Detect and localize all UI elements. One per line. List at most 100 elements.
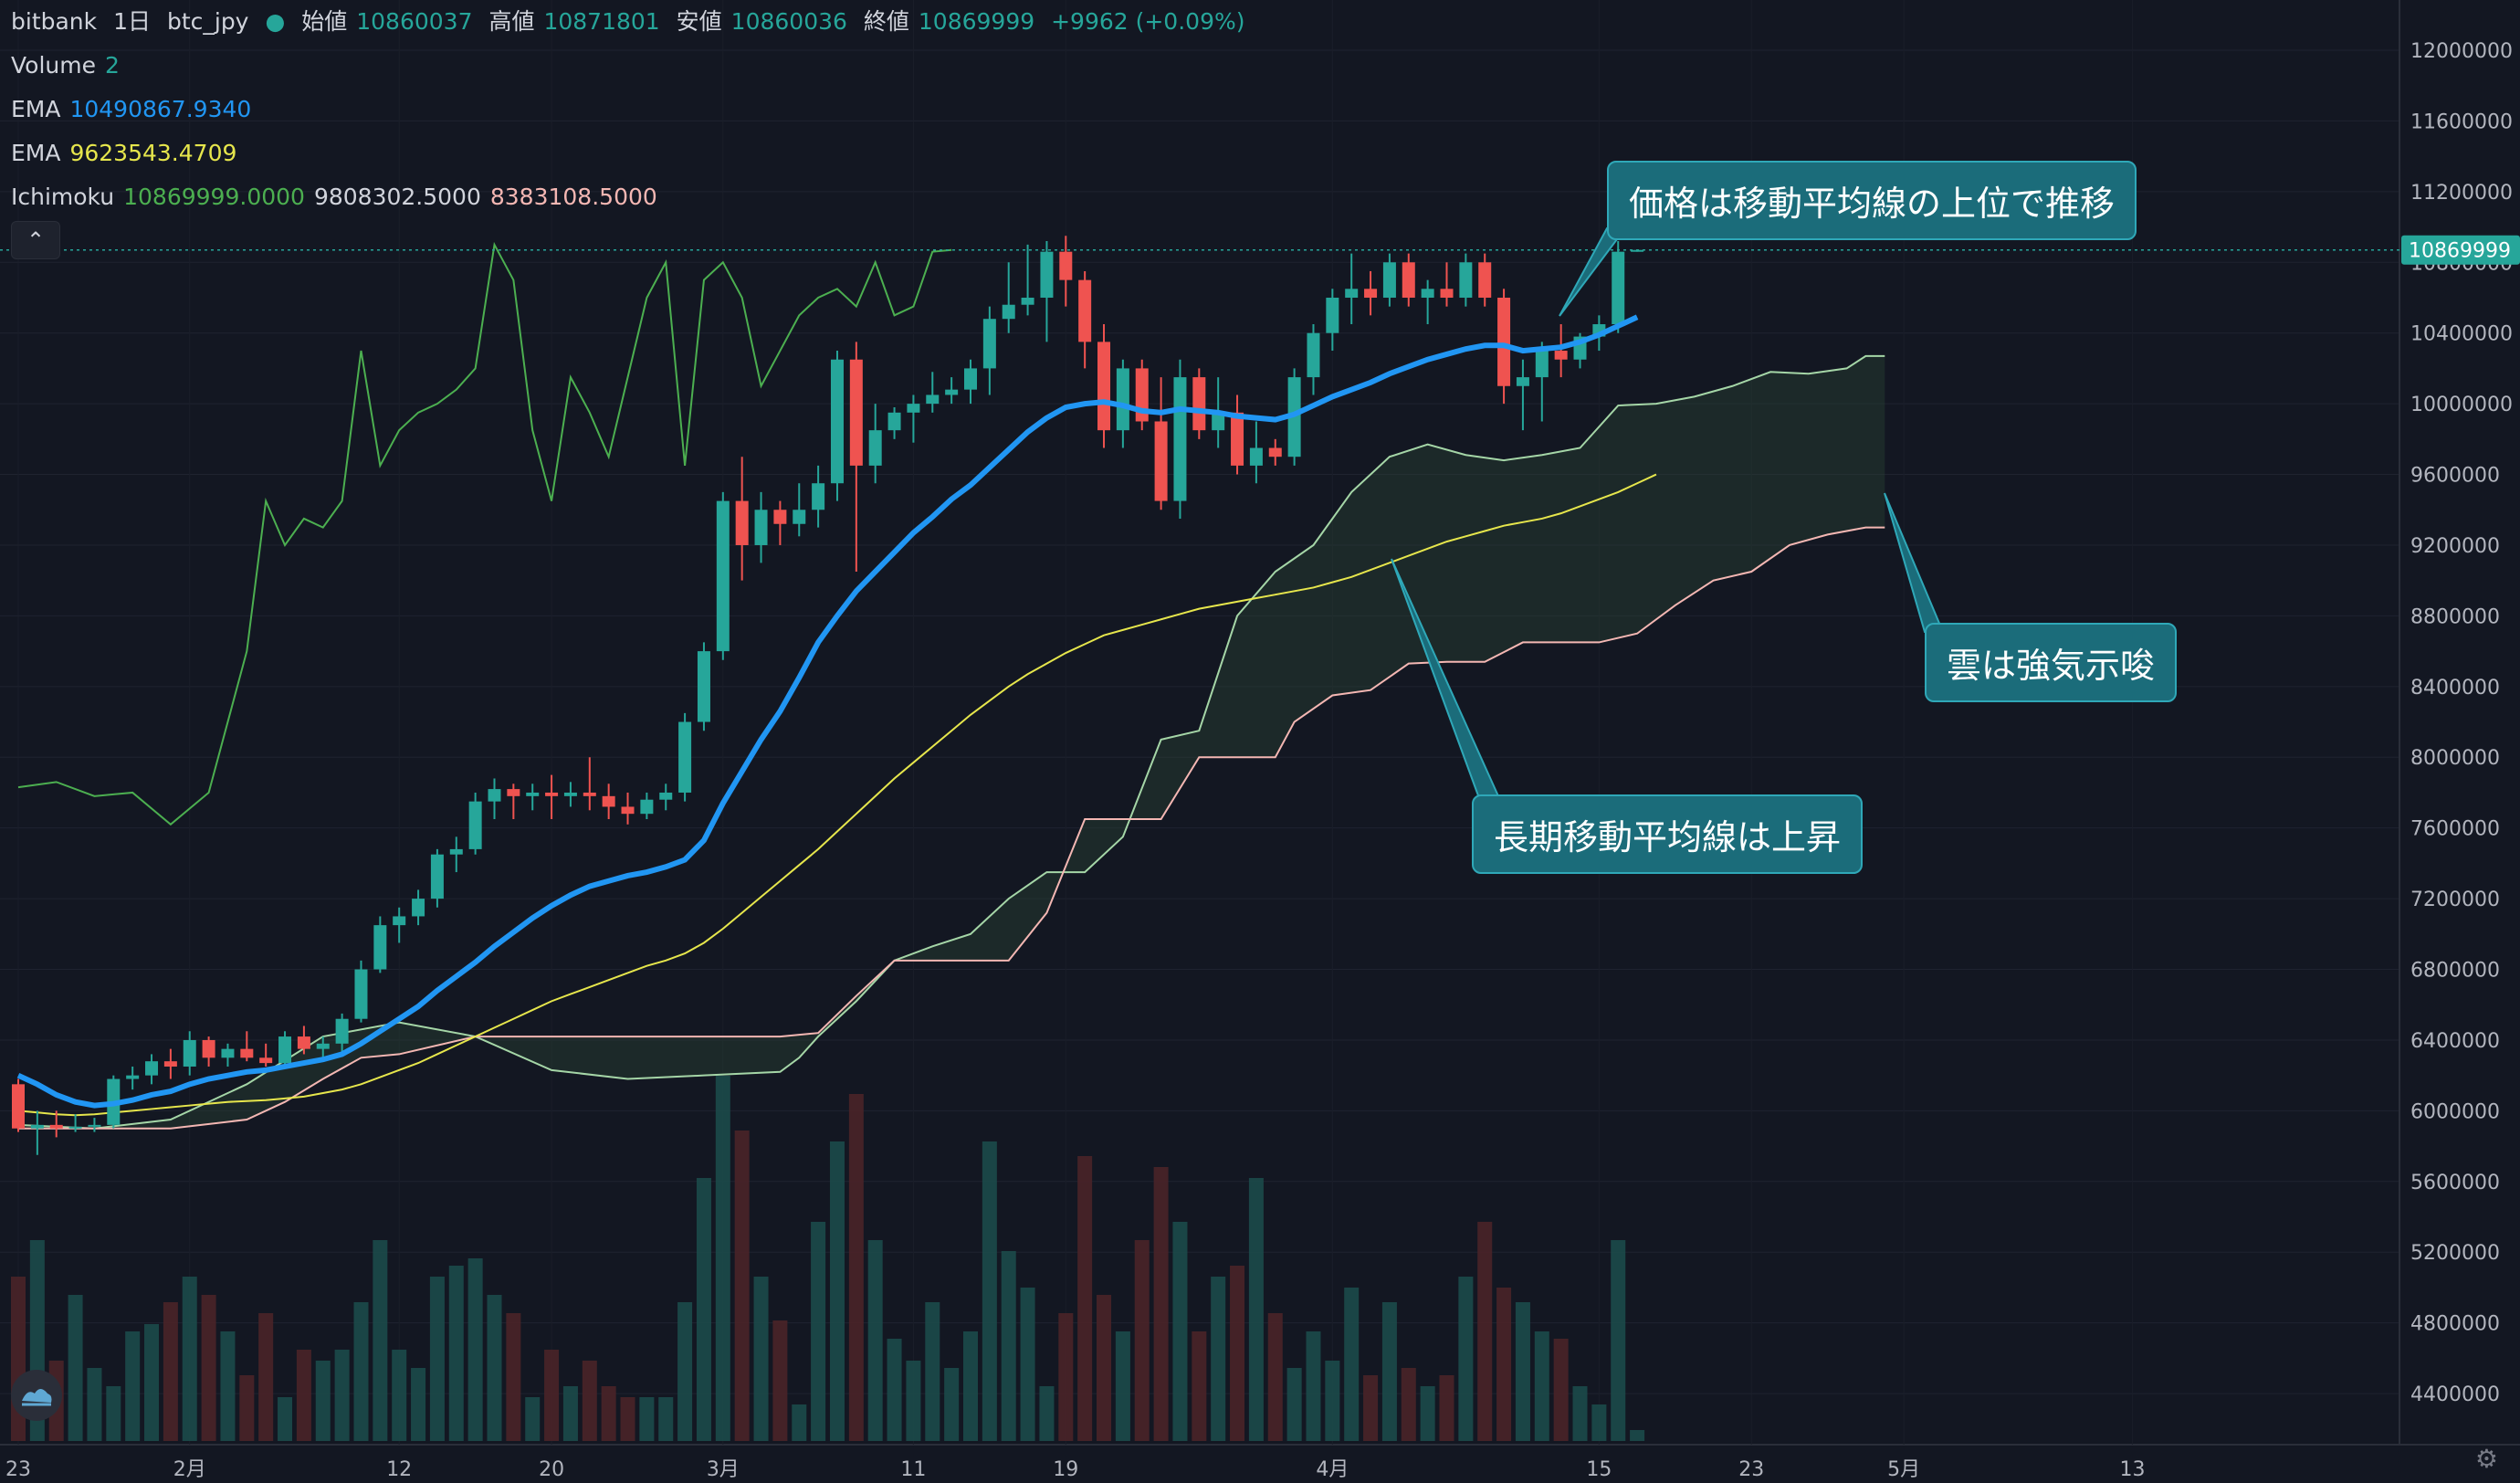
x-tick-label: 20: [539, 1458, 564, 1481]
volume-bar: [1115, 1331, 1130, 1441]
tradingview-logo-icon[interactable]: [11, 1370, 62, 1421]
x-tick-label: 23: [5, 1458, 31, 1481]
senkou-span-b-line: [18, 526, 1885, 1130]
volume-bar: [68, 1295, 83, 1441]
candle-body: [335, 1018, 349, 1044]
volume-bar: [1553, 1339, 1569, 1441]
last-price-label: 10869999: [2409, 240, 2511, 263]
y-tick-label: 10000000: [2410, 394, 2513, 416]
senkou-span-a-line: [17, 354, 1885, 1130]
candle-body: [278, 1036, 292, 1064]
candle-body: [678, 721, 692, 793]
volume-bar: [239, 1375, 255, 1441]
volume-bar: [582, 1361, 597, 1441]
volume-bar: [1172, 1222, 1188, 1441]
x-tick-label: 13: [2119, 1458, 2145, 1481]
candle-body: [126, 1075, 140, 1079]
candle-body: [1364, 289, 1378, 298]
volume-bar: [1267, 1313, 1283, 1441]
exchange-name: bitbank: [11, 8, 98, 35]
volume-bar: [1515, 1302, 1530, 1441]
change-value: +9962 (+0.09%): [1051, 8, 1245, 35]
volume-bar: [1230, 1266, 1245, 1441]
volume-bar: [1630, 1430, 1645, 1441]
candle-body: [1268, 447, 1282, 458]
volume-bar: [353, 1302, 369, 1441]
y-tick-label: 8400000: [2410, 677, 2500, 699]
symbol-name[interactable]: btc_jpy: [166, 8, 249, 35]
candle-body: [1212, 412, 1225, 431]
y-tick-label: 5600000: [2410, 1172, 2500, 1194]
volume-bar: [373, 1240, 388, 1441]
candle-body: [1382, 262, 1396, 298]
candle-body: [526, 792, 540, 796]
volume-bar: [163, 1302, 178, 1441]
volume-bar: [1458, 1277, 1474, 1441]
candle-body: [830, 359, 844, 484]
callout-pointer-2: [1884, 492, 1945, 633]
y-tick-label: 8000000: [2410, 747, 2500, 770]
ema-fast-line: [16, 314, 1639, 1109]
close-label: 終値: [863, 8, 909, 35]
ichimoku-legend[interactable]: Ichimoku 10869999.0000 9808302.5000 8383108…: [11, 175, 667, 219]
ichimoku-label: Ichimoku: [11, 184, 115, 210]
y-tick-label: 4400000: [2410, 1383, 2500, 1406]
ema-fast-label: EMA: [11, 96, 61, 122]
candle-body: [145, 1061, 159, 1076]
low-value: 10860036: [730, 8, 847, 35]
timeframe[interactable]: 1日: [113, 8, 151, 35]
volume-bar: [1058, 1313, 1074, 1441]
candle-body: [1173, 377, 1187, 501]
x-tick-label: 23: [1738, 1458, 1764, 1481]
volume-bar: [1211, 1277, 1226, 1441]
candle-body: [183, 1039, 196, 1067]
volume-bar: [334, 1350, 350, 1441]
collapse-legend-button[interactable]: ⌃: [11, 221, 60, 259]
volume-bar: [201, 1295, 216, 1441]
candle-body: [926, 394, 940, 405]
volume-bar: [296, 1350, 311, 1441]
candle-body: [393, 916, 406, 926]
candle-body: [1078, 279, 1092, 342]
ichimoku-value-3: 8383108.5000: [489, 184, 657, 210]
y-tick-label: 9200000: [2410, 535, 2500, 558]
volume-bar: [1039, 1386, 1055, 1441]
candle-body: [793, 510, 806, 524]
y-tick-label: 9600000: [2410, 465, 2500, 488]
candle-body: [1002, 304, 1015, 320]
volume-bar: [753, 1277, 769, 1441]
volume-bar: [982, 1141, 997, 1441]
candle-body: [563, 792, 577, 796]
header-legend: bitbank 1日 btc_jpy ● 始値 10860037 高値 108718…: [11, 0, 1254, 44]
gear-icon[interactable]: ⚙: [2474, 1444, 2498, 1474]
candle-body: [1154, 421, 1168, 501]
volume-bar: [1572, 1386, 1588, 1441]
volume-bar: [906, 1361, 921, 1441]
candle-body: [449, 848, 463, 855]
candle-body: [716, 500, 730, 652]
callout-price-above-ma: 価格は移動平均線の上位で推移: [1607, 161, 2137, 240]
volume-bar: [601, 1386, 616, 1441]
candle-body: [1459, 262, 1473, 298]
x-tick-label: 19: [1053, 1458, 1078, 1481]
candle-body: [964, 368, 977, 390]
open-label: 始値: [301, 8, 348, 35]
volume-bar: [944, 1368, 960, 1441]
candle-body: [640, 799, 654, 815]
ichimoku-value-1: 10869999.0000: [123, 184, 305, 210]
ema-slow-legend[interactable]: EMA 9623543.4709: [11, 131, 246, 175]
candle-body: [773, 510, 787, 524]
candle-body: [1516, 377, 1529, 386]
volume-bar: [411, 1368, 426, 1441]
candle-body: [1478, 262, 1492, 298]
volume-legend[interactable]: Volume 2: [11, 44, 129, 88]
candle-body: [240, 1048, 254, 1058]
volume-bar: [315, 1361, 331, 1441]
market-status-icon: ●: [265, 8, 286, 35]
y-tick-label: 4800000: [2410, 1313, 2500, 1336]
candle-body: [430, 854, 444, 899]
ema-fast-legend[interactable]: EMA 10490867.9340: [11, 88, 260, 131]
volume-bar: [1611, 1240, 1626, 1441]
x-tick-label: 12: [386, 1458, 412, 1481]
